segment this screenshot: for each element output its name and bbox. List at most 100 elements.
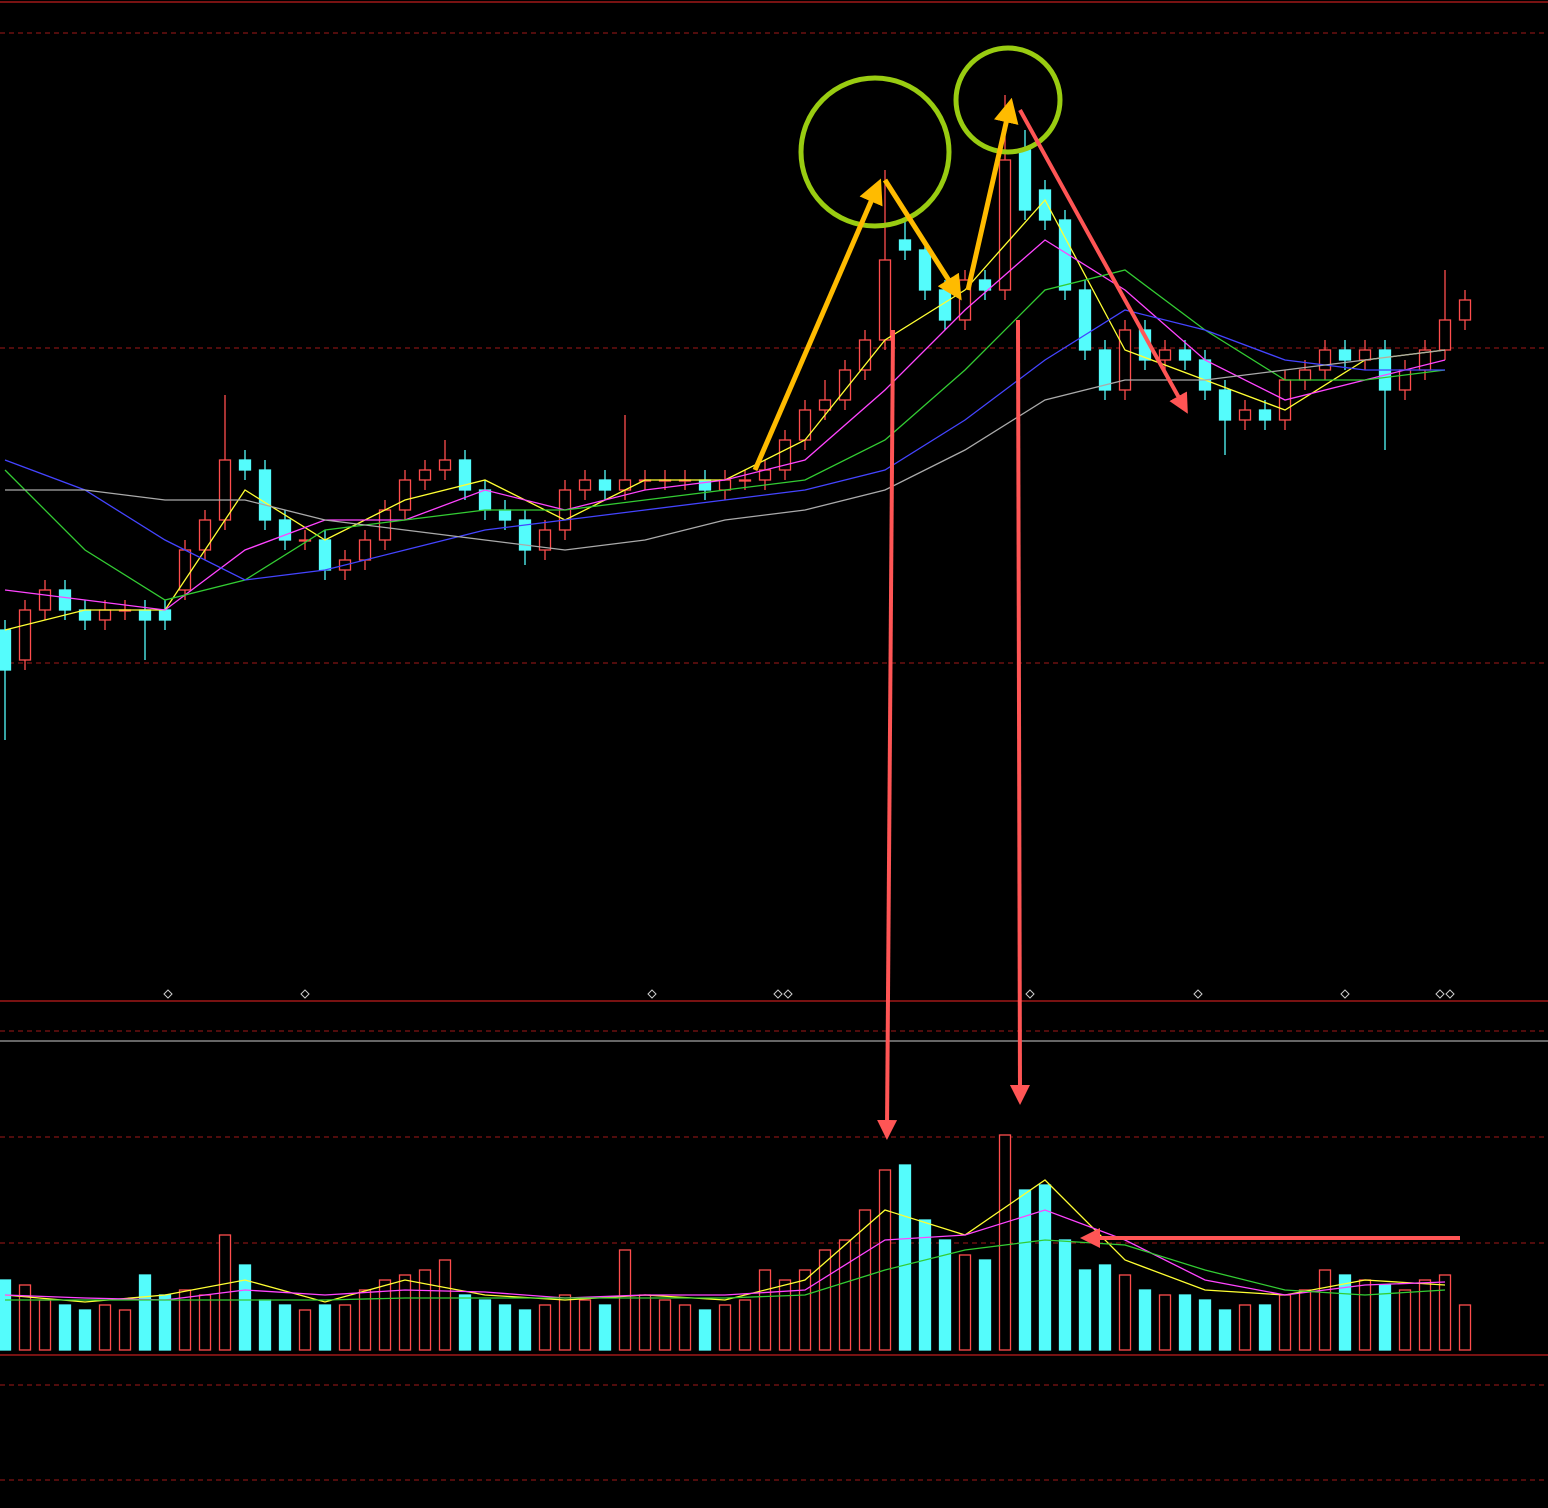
candle-body [1098,349,1112,391]
candle-body [0,629,12,671]
candle-body [878,259,892,341]
candle-body [498,509,512,521]
candle-body [278,519,292,541]
volume-bar [38,1299,52,1351]
candle-body [1318,349,1332,371]
candle-body [838,369,852,401]
annotations [752,45,1460,1248]
candle-body [738,479,752,482]
candle-body [398,479,412,511]
volume-bar [1418,1279,1432,1351]
volume-bar [958,1254,972,1351]
volume-bar [178,1289,192,1351]
volume-bar [378,1279,392,1351]
marker [1340,989,1350,999]
volume-bar [538,1304,552,1351]
highlight-circle [953,45,1063,155]
volume-bar [1378,1284,1392,1351]
volume-bar [938,1239,952,1351]
volume-bar [418,1269,432,1351]
candle-body [98,609,112,621]
ma-line [5,1239,1446,1301]
candle-body [1298,369,1312,381]
volume-bar [1458,1304,1472,1351]
volume-bar [238,1264,252,1351]
ma-line [4,309,1445,581]
candle-body [818,399,832,411]
volume-bar [1398,1289,1412,1351]
volume-bar [1338,1274,1352,1351]
volume-bar [698,1309,712,1351]
candle-body [38,589,52,611]
candle-body [418,469,432,481]
candle-body [598,479,612,491]
volume-bar [1298,1289,1312,1351]
volume-bar [638,1294,652,1351]
ma-line [4,239,1446,611]
volume-bar [1038,1184,1052,1351]
volume-bar [1158,1294,1172,1351]
candle-body [1338,349,1352,361]
volume-bar [1078,1269,1092,1351]
candle-body [218,459,232,521]
volume-bar [738,1299,752,1351]
candle-body [178,549,192,591]
candle-body [438,459,452,471]
volume-bar [478,1299,492,1351]
arrow [1009,319,1030,1105]
volume-bar [98,1304,112,1351]
marker [783,989,793,999]
volume-bar [858,1209,872,1351]
candle-body [1258,409,1272,421]
arrow [877,329,898,1140]
marker [1445,989,1455,999]
volume-bar [198,1294,212,1351]
volume-bar [918,1219,932,1351]
volume-bar [318,1304,332,1351]
candle-body [538,529,552,551]
volume-bar [658,1299,672,1351]
volume-bar [358,1289,372,1351]
candle-body [1238,409,1252,421]
arrow [752,178,883,471]
signal-markers [163,989,1455,999]
candle-body [138,609,152,621]
candle-body [918,249,932,291]
volume-bar [458,1294,472,1351]
ma-line [4,1209,1446,1301]
volume-bar [0,1279,12,1351]
highlight-circle [798,75,952,229]
volume-bar [718,1304,732,1351]
candle-body [518,519,532,551]
volume-bar [518,1309,532,1351]
volume-bar [778,1279,792,1351]
volume-bar [1118,1274,1132,1351]
volume-bar [1098,1264,1112,1351]
volume-bar [578,1299,592,1351]
volume-bar [498,1304,512,1351]
volume-bar [258,1299,272,1351]
volume-bar [118,1309,132,1351]
volume-bar [1198,1299,1212,1351]
marker [163,989,173,999]
volume-bar [1238,1304,1252,1351]
volume-bar [1438,1274,1452,1351]
volume-bar [1258,1304,1272,1351]
volume-bar [758,1269,772,1351]
marker [1025,989,1035,999]
volume-bar [678,1304,692,1351]
candle-body [58,589,72,611]
volume-bar [58,1304,72,1351]
arrow [965,97,1019,291]
ma-line [5,349,1446,551]
candle-body [458,459,472,491]
volume-bar [398,1274,412,1351]
volume-bar [78,1309,92,1351]
volume-bar [598,1304,612,1351]
volume-bar [1358,1279,1372,1351]
marker [1193,989,1203,999]
candle-body [1458,299,1472,321]
